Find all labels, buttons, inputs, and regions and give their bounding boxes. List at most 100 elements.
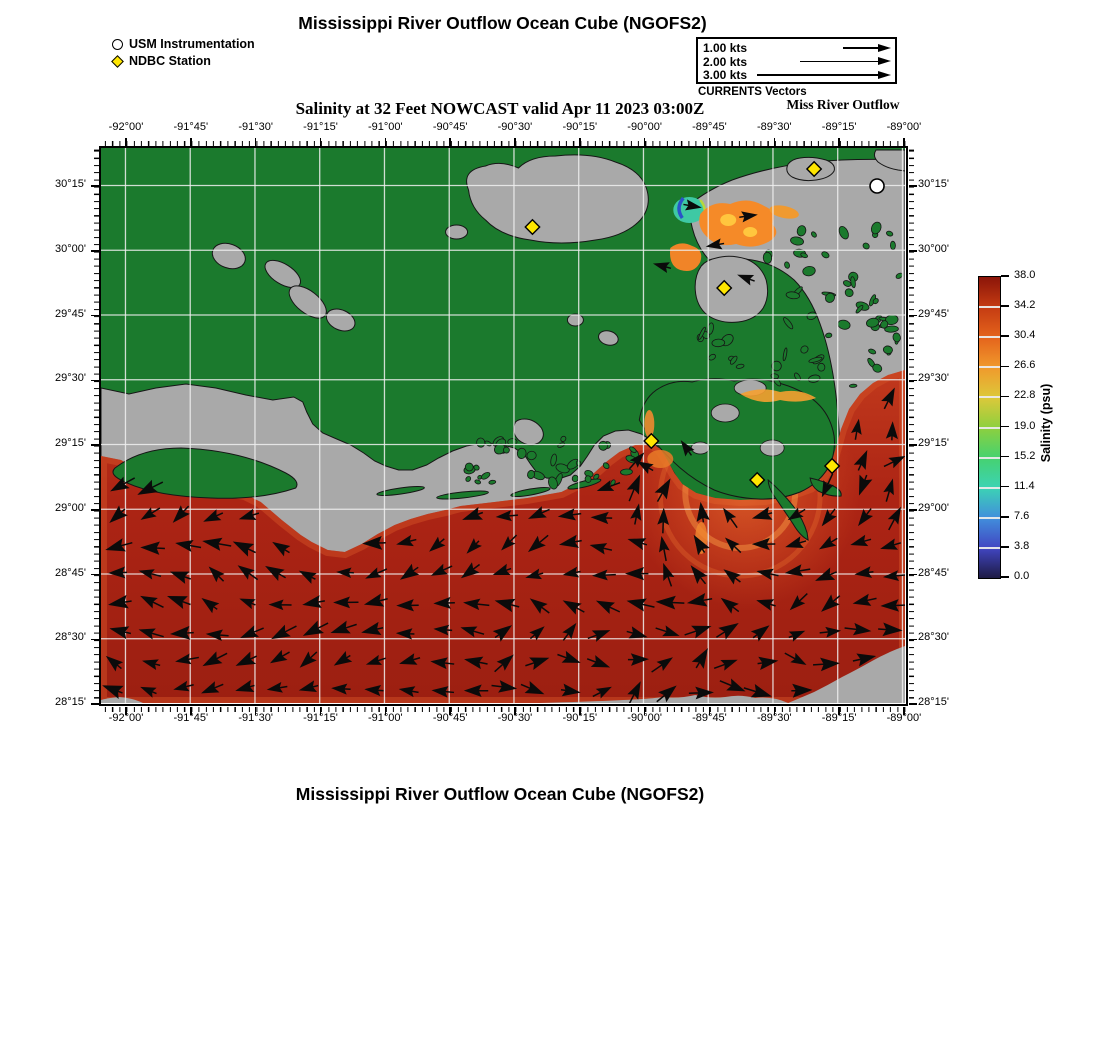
current-arrow-icon [430, 563, 453, 576]
lon-tick-label: -90°30' [497, 712, 533, 724]
current-arrow-icon [399, 653, 421, 665]
marsh-islet [850, 276, 856, 289]
lon-tick-label: -92°00' [108, 121, 144, 133]
current-arrow-icon [626, 626, 648, 639]
current-arrow-icon [586, 655, 611, 668]
current-arrow-icon [663, 562, 675, 587]
current-arrow-icon [398, 686, 419, 698]
current-arrow-icon [562, 622, 577, 641]
current-arrow-icon [791, 683, 813, 698]
current-arrow-icon [684, 625, 712, 639]
lon-major-tick [838, 138, 840, 146]
marsh-islet [800, 252, 808, 259]
right-minor-ticks [908, 148, 914, 704]
marsh-islet [502, 446, 510, 454]
marsh-islet [872, 363, 883, 373]
current-arrow-icon [109, 626, 132, 640]
lon-major-tick [903, 138, 905, 146]
lat-major-tick [91, 314, 99, 317]
marsh-islet [790, 236, 804, 246]
current-arrow-icon [683, 199, 702, 211]
current-arrow-icon [560, 683, 581, 697]
lon-major-tick [643, 706, 646, 715]
current-arrow-icon [557, 508, 582, 521]
lat-tick-label: 30°00' [918, 242, 949, 255]
lat-tick-label: 30°00' [55, 242, 86, 255]
lon-tick-label: -90°15' [562, 712, 598, 724]
current-arrow-icon [140, 507, 161, 520]
bottom-right-gray-corner [788, 646, 905, 703]
current-arrow-icon [655, 595, 685, 610]
current-arrow-icon [851, 418, 862, 440]
current-arrow-icon [272, 541, 291, 557]
current-arrow-icon [363, 593, 388, 607]
marsh-islet [866, 317, 880, 328]
lat-tick-label: 28°45' [55, 566, 86, 579]
lon-tick-label: -89°30' [756, 121, 792, 133]
colorbar-tick-label: 0.0 [1014, 570, 1030, 582]
lat-major-tick [909, 185, 917, 187]
current-arrow-icon [237, 565, 259, 581]
marsh-islet [560, 435, 567, 442]
current-arrow-icon [298, 570, 317, 584]
current-arrow-icon [520, 680, 545, 695]
currents-vectors-caption: CURRENTS Vectors [698, 86, 807, 98]
current-arrow-icon [501, 534, 518, 551]
current-arrow-icon [812, 657, 840, 672]
lat-tick-label: 28°15' [918, 696, 949, 708]
marsh-islet [890, 240, 896, 250]
ndbc-station-marker [643, 432, 660, 450]
lon-major-tick [773, 706, 776, 715]
delta-marsh [638, 378, 835, 500]
current-arrow-icon [137, 479, 164, 495]
marsh-islet [571, 474, 579, 483]
current-arrow-icon [201, 598, 220, 614]
current-arrow-icon [739, 211, 758, 223]
lon-tick-label: -89°15' [821, 712, 857, 724]
yellow-plume-spot [720, 214, 737, 226]
vector-scale-arrowhead-icon [878, 57, 891, 65]
current-arrow-icon [235, 651, 258, 666]
marsh-islet [473, 464, 480, 471]
current-arrow-icon [787, 507, 806, 521]
current-arrow-icon [175, 539, 202, 553]
current-arrow-icon [626, 474, 641, 502]
marsh-islet [817, 362, 826, 372]
marsh-islet [892, 332, 901, 343]
marsh-islet [584, 475, 592, 483]
current-arrow-icon [235, 679, 255, 693]
ndbc-station-marker [823, 457, 841, 475]
map-frame [99, 146, 908, 706]
marsh-islet [762, 251, 773, 264]
current-arrow-icon [140, 686, 157, 698]
lon-major-tick [708, 138, 711, 146]
current-arrow-icon [110, 476, 136, 492]
lat-tick-label: 29°00' [55, 501, 86, 514]
marsh-islet [555, 463, 570, 474]
usm-circle-icon [112, 39, 123, 50]
lon-tick-label: -90°45' [432, 712, 468, 724]
current-arrow-icon [756, 568, 779, 581]
marsh-islet [785, 291, 800, 300]
marsh-islet [465, 476, 472, 482]
bottom-left-gray-sliver [101, 697, 143, 703]
lat-tick-label: 29°15' [918, 437, 949, 449]
lon-tick-label: -90°45' [432, 121, 468, 133]
lon-major-tick [190, 138, 192, 146]
marsh-islet [855, 304, 864, 314]
current-arrow-icon [858, 508, 874, 527]
colorbar-tick [1001, 546, 1009, 548]
current-arrow-icon [751, 537, 776, 551]
marsh-islet [464, 462, 474, 472]
current-arrow-icon [784, 564, 811, 577]
lon-major-tick [708, 706, 711, 715]
lon-tick-label: -91°45' [173, 121, 209, 133]
current-arrow-icon [396, 599, 419, 612]
current-arrow-icon [883, 478, 894, 502]
station-markers [524, 160, 885, 489]
current-arrow-icon [562, 600, 585, 615]
marsh-islet [602, 462, 610, 470]
current-arrow-icon [140, 541, 165, 555]
marsh-islet [507, 438, 518, 446]
colorbar-tick-label: 15.2 [1014, 449, 1036, 462]
